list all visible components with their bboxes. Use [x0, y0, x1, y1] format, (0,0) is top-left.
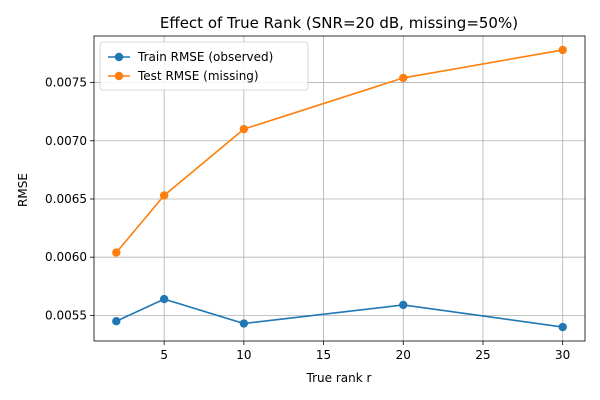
data-point	[399, 300, 408, 310]
legend-label: Test RMSE (missing)	[137, 69, 259, 83]
legend-item: Train RMSE (observed)	[108, 50, 273, 64]
y-tick-label: 0.0060	[45, 250, 87, 264]
series-1	[112, 294, 567, 332]
data-point	[558, 45, 567, 55]
y-tick-label: 0.0065	[45, 192, 87, 206]
y-tick-label: 0.0055	[45, 308, 87, 322]
legend-box	[99, 41, 309, 91]
y-tick-label: 0.0075	[45, 76, 87, 90]
x-tick-label: 30	[555, 348, 570, 362]
data-point	[159, 191, 169, 200]
axes: 5 10 15 20 25 30 0.0055 0.0060 0.0065 0.0070 0.007…	[45, 76, 570, 362]
x-tick-label: 25	[475, 348, 490, 362]
x-tick-label: 20	[396, 348, 411, 362]
data-point	[159, 294, 169, 304]
legend: Train RMSE (observed) Test RMSE (missing)	[99, 41, 309, 91]
data-point	[239, 319, 249, 328]
x-tick-label: 15	[316, 348, 331, 362]
series-layer	[112, 45, 567, 332]
y-tick-label: 0.0070	[45, 134, 87, 148]
series-2	[112, 45, 567, 257]
x-tick-label: 10	[236, 348, 251, 362]
data-point	[112, 317, 121, 326]
legend-item: Test RMSE (missing)	[108, 69, 259, 83]
data-point	[112, 248, 121, 257]
data-point	[399, 73, 408, 83]
data-point	[239, 124, 249, 134]
series-line	[115, 298, 563, 328]
plot-frame	[93, 35, 586, 342]
y-axis-label: RMSE	[16, 173, 30, 207]
legend-marker	[114, 52, 124, 62]
legend-marker	[114, 71, 124, 81]
chart-title: Effect of True Rank (SNR=20 dB, missing=…	[160, 14, 518, 32]
data-point	[558, 322, 567, 332]
legend-label: Train RMSE (observed)	[137, 50, 273, 64]
x-axis-label: True rank r	[306, 371, 372, 385]
x-tick-label: 5	[160, 348, 168, 362]
